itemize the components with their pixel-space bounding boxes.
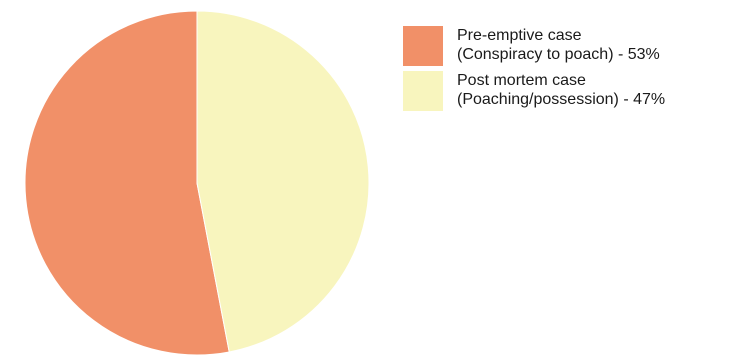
legend-label-post-mortem: Post mortem case (Poaching/possession) -…	[457, 71, 727, 109]
legend-item-pre-emptive: Pre-emptive case (Conspiracy to poach) -…	[403, 24, 733, 69]
legend-swatch-pre-emptive	[403, 26, 443, 66]
pie-slice-pre-emptive	[24, 10, 230, 356]
legend: Pre-emptive case (Conspiracy to poach) -…	[403, 24, 733, 114]
pie-slice-post-mortem	[196, 10, 370, 353]
legend-item-post-mortem: Post mortem case (Poaching/possession) -…	[403, 69, 733, 114]
legend-label-pre-emptive-line2: (Conspiracy to poach) - 53%	[457, 46, 660, 63]
legend-label-pre-emptive: Pre-emptive case (Conspiracy to poach) -…	[457, 26, 727, 64]
legend-label-post-mortem-line1: Post mortem case	[457, 72, 586, 89]
legend-label-post-mortem-line2: (Poaching/possession) - 47%	[457, 91, 666, 108]
legend-swatch-post-mortem	[403, 71, 443, 111]
legend-label-pre-emptive-line1: Pre-emptive case	[457, 27, 582, 44]
